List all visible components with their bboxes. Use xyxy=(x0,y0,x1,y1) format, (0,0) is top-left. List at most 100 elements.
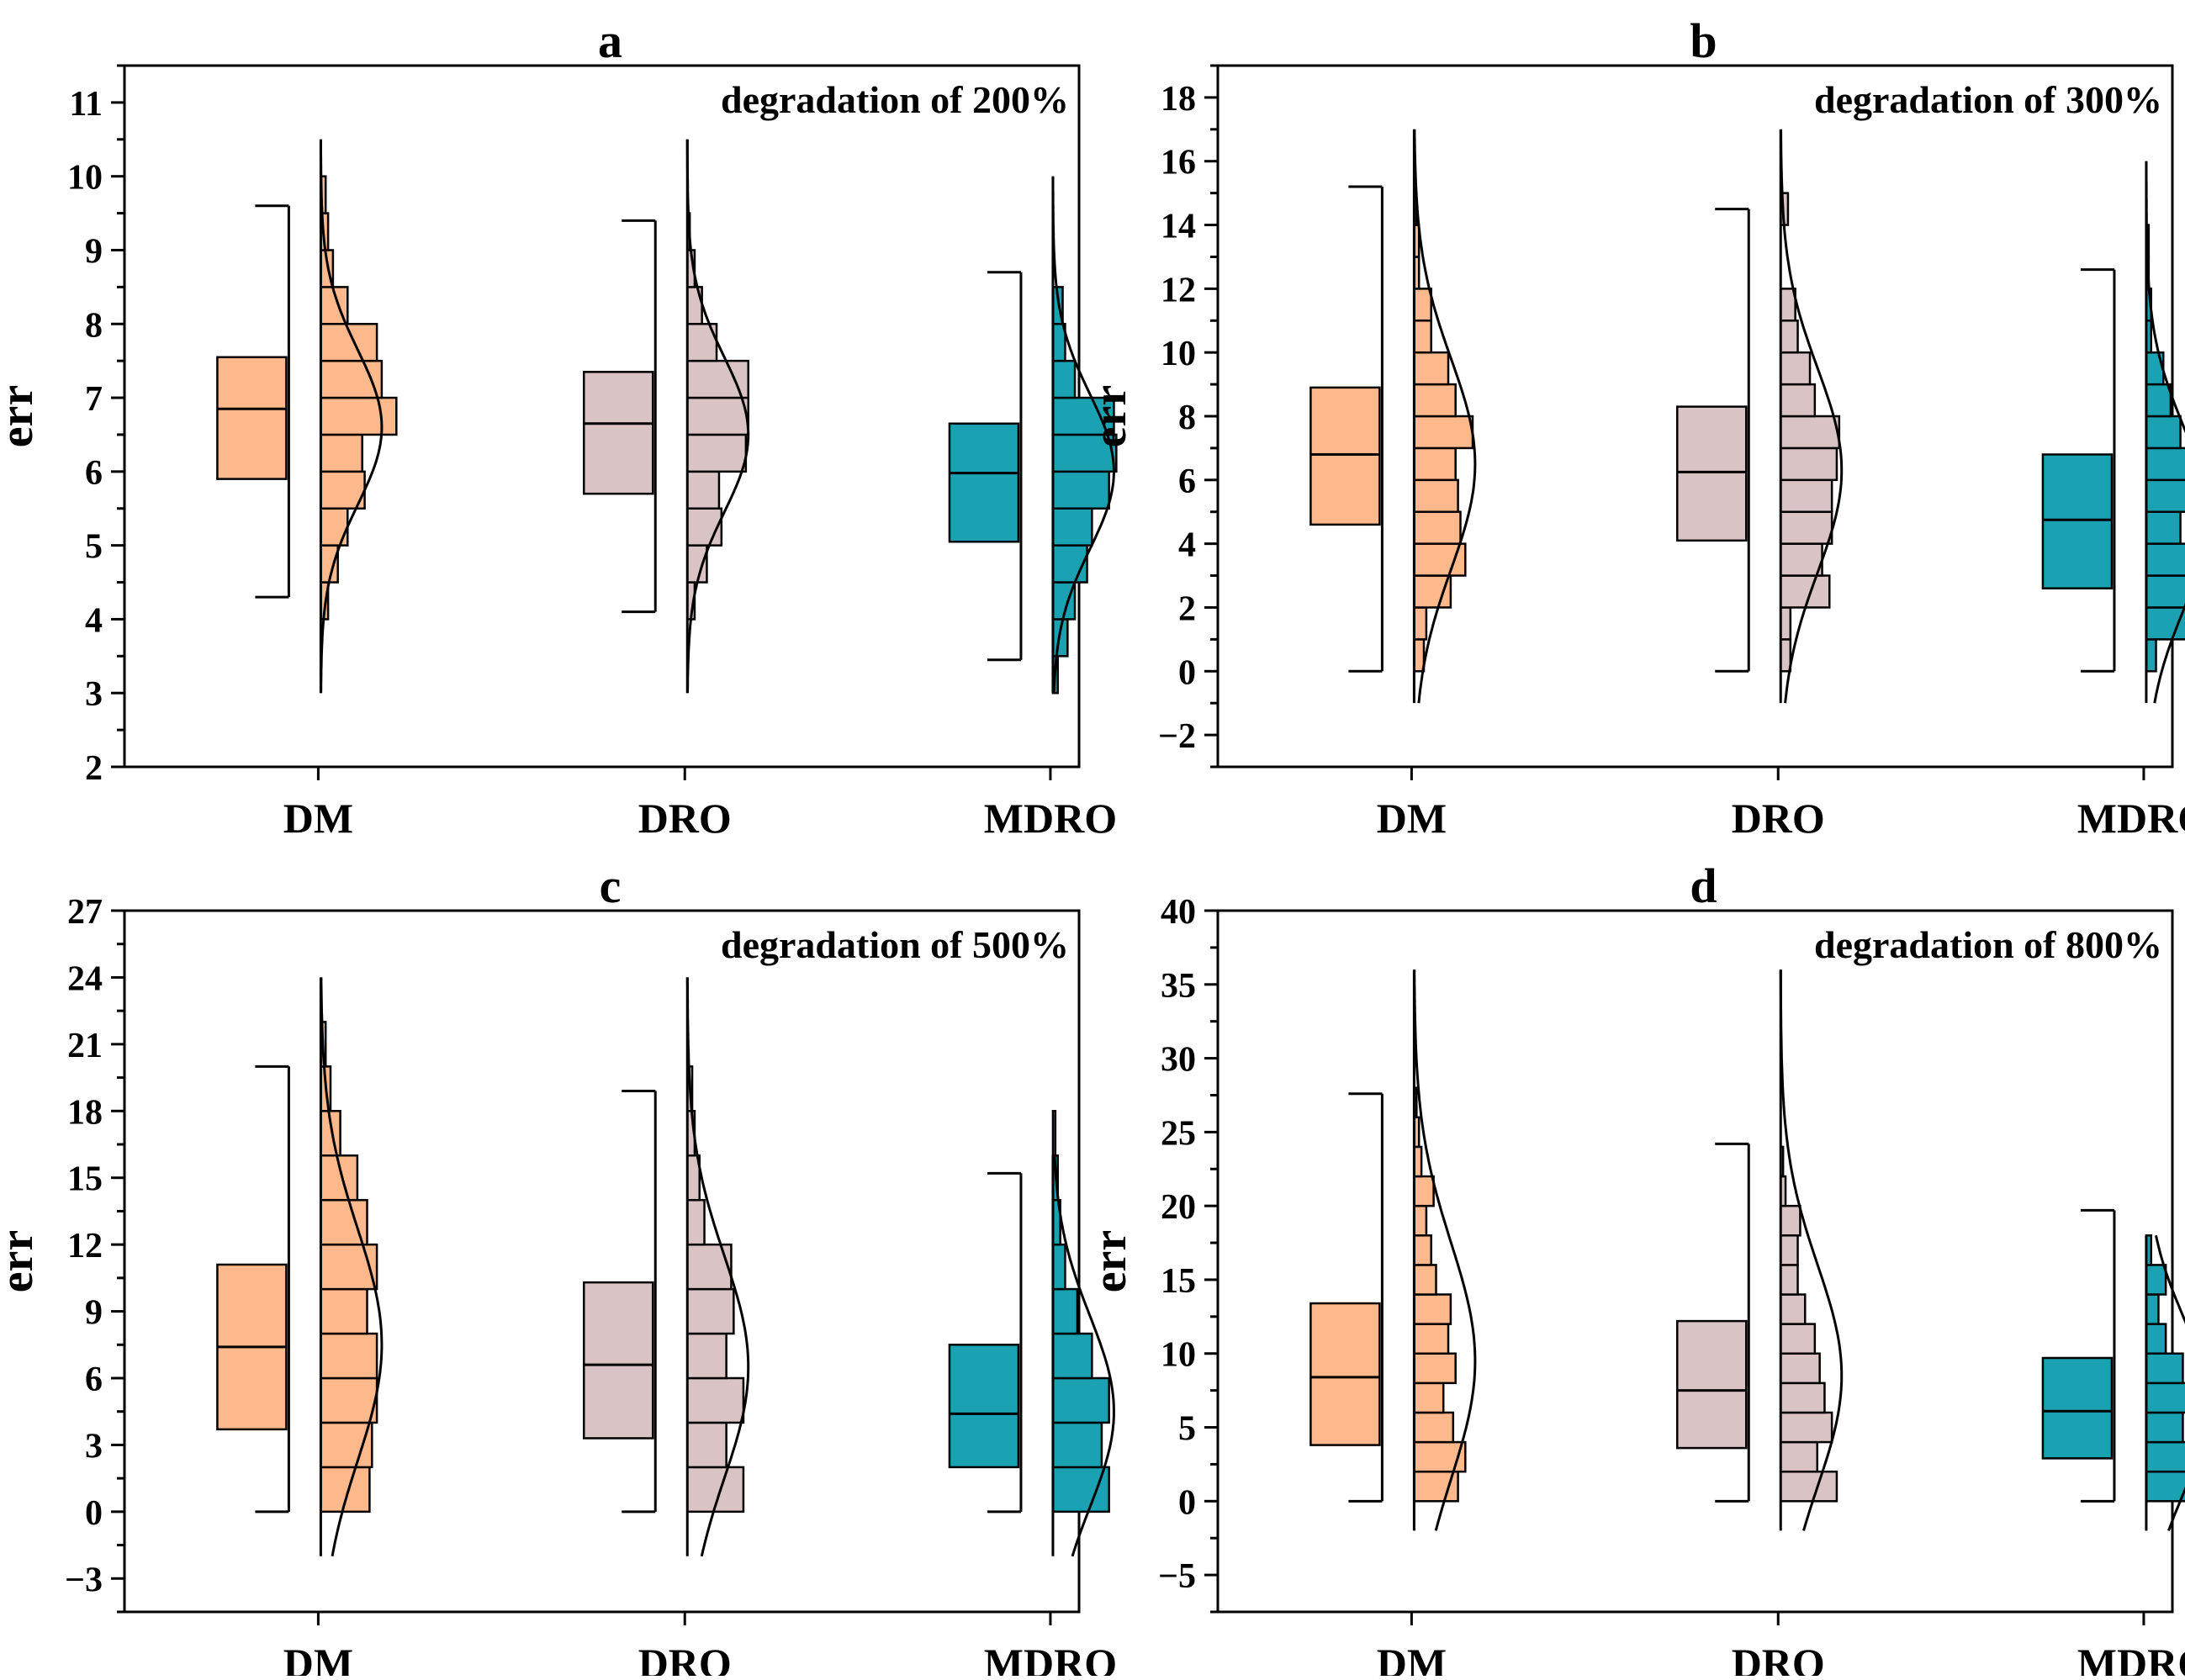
histogram-bar xyxy=(1414,1324,1448,1354)
plot-frame xyxy=(124,911,1079,1612)
y-tick-label: 4 xyxy=(1178,526,1196,565)
histogram-bar xyxy=(687,472,719,509)
histogram-bar xyxy=(1414,607,1426,639)
panel-title: degradation of 200% xyxy=(721,78,1069,121)
x-tick-label: DRO xyxy=(1732,795,1825,842)
histogram-bar xyxy=(1780,384,1815,416)
series-dro: DRO xyxy=(584,977,748,1676)
y-tick-label: 16 xyxy=(1161,144,1196,182)
histogram-bar xyxy=(320,1378,377,1423)
box xyxy=(217,357,286,479)
histogram-bar xyxy=(1780,1413,1832,1442)
box xyxy=(1310,388,1379,525)
box xyxy=(950,424,1018,542)
y-tick-label: 0 xyxy=(1178,653,1196,692)
histogram-bar xyxy=(2146,1324,2166,1354)
y-tick-label: 7 xyxy=(85,380,103,419)
histogram-bar xyxy=(687,1200,704,1244)
histogram-bar xyxy=(2146,416,2181,448)
histogram-bar xyxy=(1780,480,1832,512)
y-axis-label: err xyxy=(0,385,43,448)
histogram-bar xyxy=(2146,1383,2185,1413)
histogram-bar xyxy=(1780,320,1797,352)
histogram-bar xyxy=(1053,1334,1092,1378)
histogram-bar xyxy=(1780,1442,1817,1471)
histogram-bar xyxy=(1414,384,1455,416)
y-tick-label: 12 xyxy=(1161,271,1196,309)
histogram-bar xyxy=(1780,1471,1837,1501)
histogram-bar xyxy=(1780,1324,1815,1354)
histogram-bar xyxy=(2146,1265,2166,1294)
panel-title: degradation of 500% xyxy=(721,923,1069,966)
y-tick-label: 10 xyxy=(1161,335,1196,373)
histogram-bar xyxy=(1414,480,1458,512)
histogram-bar xyxy=(320,361,382,398)
histogram-bar xyxy=(2146,384,2171,416)
y-tick-label: 30 xyxy=(1161,1041,1196,1080)
y-tick-label: 11 xyxy=(69,85,103,124)
histogram-bar xyxy=(2146,639,2156,671)
histogram-bar xyxy=(320,509,347,546)
histogram-bar xyxy=(1780,1235,1797,1265)
y-tick-label: 2 xyxy=(1178,589,1196,628)
series-mdro: MDRO xyxy=(2043,161,2185,842)
histogram-bar xyxy=(2146,1295,2159,1324)
histogram-bar xyxy=(1414,1354,1455,1383)
series-dm: DM xyxy=(1310,969,1474,1676)
histogram-bar xyxy=(687,1423,726,1467)
y-tick-label: 15 xyxy=(1161,1262,1196,1301)
y-tick-label: 0 xyxy=(1178,1483,1196,1522)
y-tick-label: 5 xyxy=(85,528,103,567)
x-tick-label: DRO xyxy=(638,795,732,842)
box xyxy=(2043,1358,2112,1458)
histogram-bar xyxy=(687,398,749,435)
box xyxy=(2043,454,2112,588)
y-tick-label: 27 xyxy=(67,893,103,932)
histogram-bar xyxy=(1414,448,1455,480)
series-dro: DRO xyxy=(1677,129,1841,842)
histogram-bar xyxy=(1414,320,1431,352)
box xyxy=(950,1345,1018,1467)
histogram-bar xyxy=(320,435,362,472)
y-tick-label: −2 xyxy=(1158,717,1196,756)
x-tick-label: DM xyxy=(1377,795,1447,842)
box xyxy=(584,372,653,494)
panel-title: degradation of 300% xyxy=(1814,78,2162,121)
series-dro: DRO xyxy=(1677,969,1841,1676)
histogram-bar xyxy=(1414,416,1473,448)
histogram-bar xyxy=(1053,361,1075,398)
histogram-bar xyxy=(1053,1467,1109,1512)
histogram-bar xyxy=(2146,544,2185,576)
histogram-bar xyxy=(1053,1244,1066,1289)
histogram-bar xyxy=(1053,472,1109,509)
histogram-bar xyxy=(2146,448,2185,480)
y-tick-label: 18 xyxy=(1161,80,1196,119)
histogram-bar xyxy=(1780,1383,1824,1413)
histogram-bar xyxy=(1780,1295,1805,1324)
panel-title: degradation of 800% xyxy=(1814,923,2162,966)
x-tick-label: DRO xyxy=(1732,1640,1825,1676)
panel-label: c xyxy=(600,858,622,913)
y-tick-label: 9 xyxy=(85,232,103,271)
histogram-bar xyxy=(1053,509,1092,546)
y-tick-label: 15 xyxy=(67,1160,103,1199)
histogram-bar xyxy=(2146,1471,2185,1501)
histogram-bar xyxy=(1414,1383,1443,1413)
histogram-bar xyxy=(687,435,746,472)
y-tick-label: 3 xyxy=(85,675,103,714)
histogram-bar xyxy=(1053,1111,1055,1155)
box xyxy=(1677,407,1746,541)
histogram-bar xyxy=(1053,1378,1109,1423)
y-tick-label: 20 xyxy=(1161,1188,1196,1227)
histogram-bar xyxy=(1053,1423,1102,1467)
histogram-bar xyxy=(2146,1413,2183,1442)
y-tick-label: 10 xyxy=(1161,1336,1196,1375)
y-tick-label: 3 xyxy=(85,1427,103,1466)
x-tick-label: DRO xyxy=(638,1640,732,1676)
y-tick-label: 9 xyxy=(85,1294,103,1333)
y-tick-label: 25 xyxy=(1161,1114,1196,1153)
x-tick-label: MDRO xyxy=(2077,1640,2185,1676)
histogram-bar xyxy=(1780,639,1791,671)
y-tick-label: 6 xyxy=(1178,462,1196,501)
histogram-bar xyxy=(1053,1289,1077,1334)
